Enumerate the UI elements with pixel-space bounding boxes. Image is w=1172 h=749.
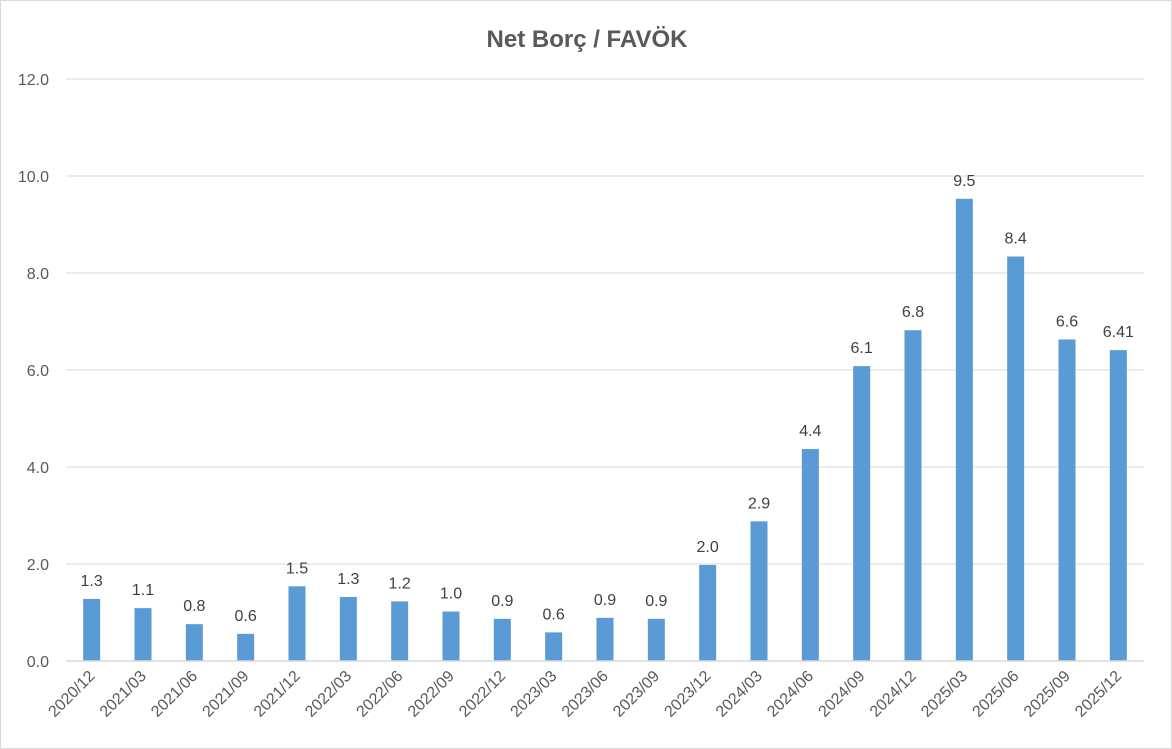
bar-2024-09	[853, 366, 871, 661]
data-label: 1.1	[132, 582, 154, 599]
data-label: 1.3	[337, 571, 359, 588]
bar-2025-06	[1007, 256, 1025, 661]
bar-2023-09	[647, 618, 665, 661]
bar-2021-06	[185, 624, 203, 661]
data-label: 1.2	[389, 575, 411, 592]
bar-2025-09	[1058, 339, 1076, 661]
bar-2025-03	[955, 198, 973, 662]
data-label: 6.1	[851, 340, 873, 357]
bar-2024-06	[801, 449, 819, 661]
x-tick-label: 2021/03	[97, 668, 150, 721]
bar-2022-09	[442, 611, 460, 661]
x-tick-label: 2024/12	[867, 668, 920, 721]
gridlines	[66, 78, 1144, 565]
bar-2022-12	[493, 618, 511, 661]
y-tick-label: 12.0	[18, 72, 49, 89]
data-label: 0.9	[491, 593, 513, 610]
bar-2021-09	[237, 633, 255, 661]
y-tick-label: 0.0	[27, 654, 49, 671]
y-tick-label: 8.0	[27, 266, 49, 283]
bar-2025-12	[1109, 350, 1127, 661]
data-label: 0.9	[594, 592, 616, 609]
y-axis-ticks: 0.0 2.0 4.0 6.0 8.0 10.0 12.0	[18, 72, 49, 671]
bar-2024-03	[750, 521, 768, 661]
data-label: 1.3	[81, 573, 103, 590]
bar-2023-12	[699, 564, 717, 661]
x-tick-label: 2023/03	[508, 668, 561, 721]
x-tick-label: 2022/03	[302, 668, 355, 721]
bar-2021-03	[134, 608, 152, 661]
y-tick-label: 6.0	[27, 363, 49, 380]
data-label: 9.5	[953, 173, 975, 190]
data-label: 1.5	[286, 560, 308, 577]
bar-2023-03	[545, 632, 563, 661]
bar-2021-12	[288, 586, 306, 661]
x-tick-label: 2024/09	[816, 668, 869, 721]
bar-2022-03	[339, 596, 357, 661]
x-tick-label: 2025/12	[1072, 668, 1125, 721]
x-tick-label: 2023/09	[610, 668, 663, 721]
bar-2023-06	[596, 617, 614, 661]
data-label: 8.4	[1005, 231, 1027, 248]
x-tick-label: 2023/12	[662, 668, 715, 721]
x-tick-label: 2022/12	[456, 668, 509, 721]
x-tick-label: 2022/09	[405, 668, 458, 721]
x-tick-label: 2021/06	[148, 668, 201, 721]
x-tick-label: 2025/03	[918, 668, 971, 721]
data-label: 2.9	[748, 495, 770, 512]
bars	[83, 198, 1127, 662]
y-tick-label: 4.0	[27, 460, 49, 477]
x-tick-label: 2021/09	[200, 668, 253, 721]
x-tick-label: 2024/03	[713, 668, 766, 721]
data-label: 6.41	[1103, 324, 1134, 341]
x-tick-label: 2020/12	[46, 668, 99, 721]
data-labels: 1.3 1.1 0.8 0.6 1.5 1.3 1.2 1.0 0.9 0.6 0.9 0.9 2.0 2…	[81, 173, 1134, 625]
x-tick-label: 2023/06	[559, 668, 612, 721]
data-label: 6.8	[902, 304, 924, 321]
data-label: 1.0	[440, 586, 462, 603]
data-label: 0.6	[543, 606, 565, 623]
x-axis-ticks: 2020/122021/032021/062021/092021/122022/…	[46, 668, 1126, 721]
x-tick-label: 2025/06	[970, 668, 1023, 721]
data-label: 0.8	[183, 598, 205, 615]
bar-2020-12	[83, 598, 101, 661]
data-label: 0.9	[645, 593, 667, 610]
data-label: 6.6	[1056, 313, 1078, 330]
x-tick-label: 2022/06	[354, 668, 407, 721]
data-label: 0.6	[235, 608, 257, 625]
data-label: 4.4	[799, 423, 821, 440]
x-tick-label: 2025/09	[1021, 668, 1074, 721]
data-label: 2.0	[697, 539, 719, 556]
bar-2024-12	[904, 330, 922, 661]
y-tick-label: 2.0	[27, 557, 49, 574]
chart-title: Net Borç / FAVÖK	[487, 26, 689, 53]
y-tick-label: 10.0	[18, 169, 49, 186]
bar-2022-06	[391, 601, 409, 661]
x-tick-label: 2021/12	[251, 668, 304, 721]
x-tick-label: 2024/06	[764, 668, 817, 721]
